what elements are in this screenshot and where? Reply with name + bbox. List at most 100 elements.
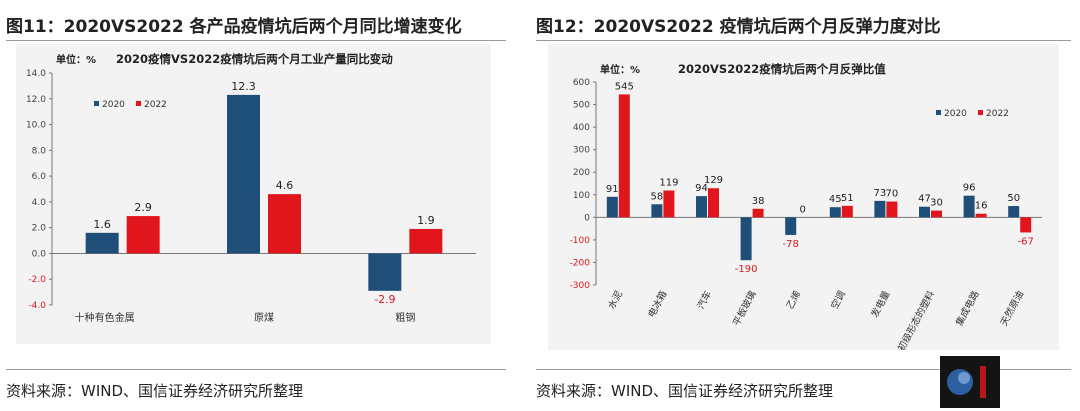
y-tick-label: -100 xyxy=(570,236,591,246)
data-label-2022-1: 119 xyxy=(659,177,678,188)
data-label-2020-2: -2.9 xyxy=(374,293,395,306)
category-label-9: 天然原油 xyxy=(998,289,1026,328)
category-label-8: 集成电路 xyxy=(953,288,982,328)
legend-label-2022: 2022 xyxy=(144,100,167,110)
y-tick-label: 0.0 xyxy=(32,249,47,259)
bar-2020-6 xyxy=(874,200,886,218)
y-tick-label: 400 xyxy=(573,123,590,133)
chart-title: 2020疫情VS2022疫情坑后两个月工业产量同比变动 xyxy=(116,52,393,66)
category-label-3: 平板玻璃 xyxy=(730,289,758,328)
data-label-2022-2: 129 xyxy=(704,175,723,186)
data-label-2022-5: 51 xyxy=(841,193,854,204)
y-tick-label: -4.0 xyxy=(28,301,46,311)
data-label-2022-0: 2.9 xyxy=(134,201,152,214)
legend-swatch-2022 xyxy=(978,110,983,115)
legend-swatch-2020 xyxy=(936,110,941,115)
data-label-2022-8: 16 xyxy=(975,201,988,212)
y-tick-label: -200 xyxy=(570,258,591,268)
y-tick-label: 2.0 xyxy=(32,224,47,234)
right-source-note: 资料来源：WIND、国信证券经济研究所整理 xyxy=(536,382,834,400)
right-source-rule xyxy=(536,369,1071,370)
bar-2022-7 xyxy=(931,210,942,218)
data-label-2022-9: -67 xyxy=(1018,236,1034,247)
y-tick-label: -2.0 xyxy=(28,275,46,285)
bar-2020-8 xyxy=(963,195,975,218)
bar-2022-9 xyxy=(1020,217,1032,233)
data-label-2020-6: 73 xyxy=(874,188,887,199)
data-label-2020-3: -190 xyxy=(735,264,758,275)
bar-2020-1 xyxy=(651,204,663,218)
bar-2020-0 xyxy=(85,232,119,254)
data-label-2020-4: -78 xyxy=(783,239,799,250)
legend-label-2022: 2022 xyxy=(986,109,1009,119)
left-bar-chart: 2020疫情VS2022疫情坑后两个月工业产量同比变动 单位：% -4.0 -2.0 0… xyxy=(26,52,476,324)
bar-2022-8 xyxy=(975,213,987,218)
bar-2020-4 xyxy=(785,217,797,235)
bar-2022-0 xyxy=(126,216,160,254)
category-label-6: 发电量 xyxy=(869,288,893,319)
data-label-2022-6: 70 xyxy=(886,189,899,200)
legend-swatch-2020 xyxy=(94,101,99,106)
bar-2020-5 xyxy=(829,207,841,218)
y-tick-label: 4.0 xyxy=(32,198,47,208)
left-figure-title: 图11：2020VS2022 各产品疫情坑后两个月同比增速变化 xyxy=(6,17,462,37)
category-label-2: 粗钢 xyxy=(395,311,415,324)
bar-2020-3 xyxy=(740,217,752,261)
unit-label: 单位：% xyxy=(600,63,640,76)
y-tick-label: 12.0 xyxy=(26,95,46,105)
data-label-2020-1: 58 xyxy=(651,191,664,202)
legend-swatch-2022 xyxy=(136,101,141,106)
bar-2020-2 xyxy=(696,196,707,218)
bar-2020-2 xyxy=(368,253,402,291)
y-tick-label: 600 xyxy=(573,78,590,88)
logo-mark xyxy=(940,356,1000,408)
data-label-2022-4: 0 xyxy=(800,204,806,215)
legend-label-2020: 2020 xyxy=(102,100,125,110)
data-label-2022-7: 30 xyxy=(930,198,943,209)
bar-2022-2 xyxy=(708,188,719,218)
data-label-2020-0: 1.6 xyxy=(93,218,111,231)
bar-2022-0 xyxy=(618,94,630,218)
category-label-0: 十种有色金属 xyxy=(75,311,135,324)
chart-title: 2020VS2022疫情坑后两个月反弹比值 xyxy=(678,62,886,76)
data-label-2020-7: 47 xyxy=(918,194,931,205)
right-chart-panel: 2020VS2022疫情坑后两个月反弹比值 单位：% -300 -200 -100 0 10… xyxy=(548,44,1059,353)
left-chart-panel: 2020疫情VS2022疫情坑后两个月工业产量同比变动 单位：% -4.0 -2.0 0… xyxy=(16,44,491,344)
y-tick-label: -300 xyxy=(570,281,591,291)
category-label-2: 汽车 xyxy=(695,289,715,311)
y-tick-label: 200 xyxy=(573,168,590,178)
right-figure-title: 图12：2020VS2022 疫情坑后两个月反弹力度对比 xyxy=(536,17,941,37)
data-label-2020-8: 96 xyxy=(963,183,976,194)
bar-2022-1 xyxy=(268,194,301,254)
data-label-2022-2: 1.9 xyxy=(417,214,435,227)
data-label-2022-1: 4.6 xyxy=(276,179,294,192)
y-tick-label: 10.0 xyxy=(26,121,46,131)
right-bar-chart: 2020VS2022疫情坑后两个月反弹比值 单位：% -300 -200 -100 0 10… xyxy=(570,62,1042,353)
legend-label-2020: 2020 xyxy=(944,109,967,119)
category-label-0: 水泥 xyxy=(605,288,625,311)
y-tick-label: 14.0 xyxy=(26,69,46,79)
bar-2022-2 xyxy=(409,228,443,254)
y-tick-label: 500 xyxy=(573,101,590,111)
left-source-note: 资料来源：WIND、国信证券经济研究所整理 xyxy=(6,382,304,400)
data-label-2020-2: 94 xyxy=(695,183,708,194)
right-title-rule xyxy=(536,40,1071,41)
bar-2022-3 xyxy=(752,208,764,218)
category-label-1: 电冰箱 xyxy=(646,289,670,320)
category-label-5: 空调 xyxy=(828,289,848,311)
category-label-4: 乙烯 xyxy=(784,288,804,311)
y-tick-label: 8.0 xyxy=(32,146,47,156)
data-label-2022-3: 38 xyxy=(752,196,765,207)
y-tick-label: 6.0 xyxy=(32,172,47,182)
bar-2020-7 xyxy=(919,206,930,218)
data-label-2020-1: 12.3 xyxy=(231,80,256,93)
category-label-7: 初级形态的塑料 xyxy=(895,288,937,350)
bar-2022-5 xyxy=(841,205,853,218)
data-label-2020-5: 45 xyxy=(829,194,842,205)
bar-2020-0 xyxy=(606,196,618,218)
left-title-rule xyxy=(6,40,506,41)
bar-2020-1 xyxy=(227,94,260,254)
y-tick-label: 100 xyxy=(573,191,590,201)
bar-2020-9 xyxy=(1008,206,1020,218)
